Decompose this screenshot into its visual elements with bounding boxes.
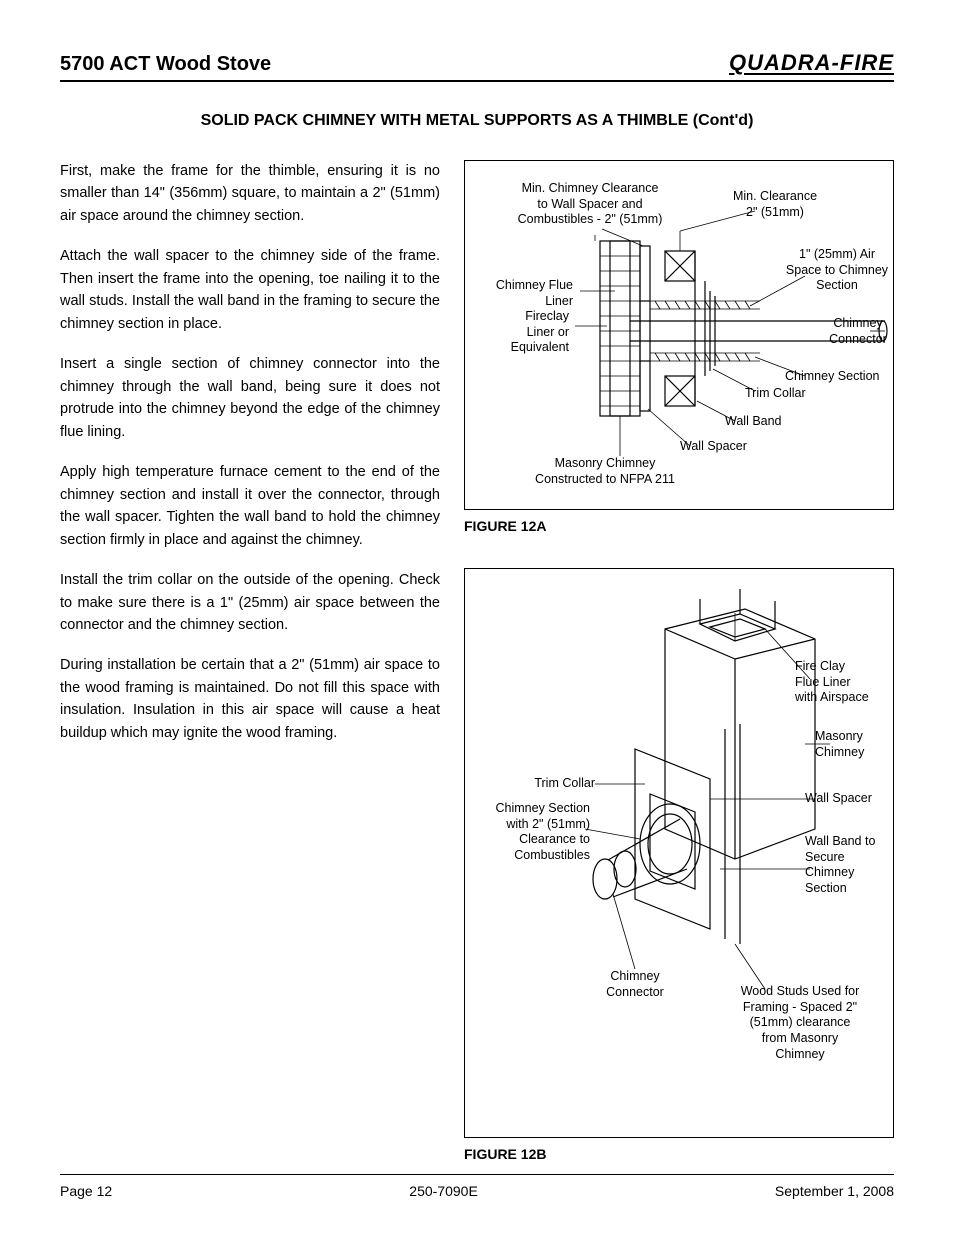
footer: Page 12 250-7090E September 1, 2008 — [60, 1183, 894, 1199]
doc-date: September 1, 2008 — [775, 1183, 894, 1199]
header: 5700 ACT Wood Stove QUADRA-FIRE — [60, 50, 894, 82]
content-columns: First, make the frame for the thimble, e… — [60, 160, 894, 1162]
paragraph: Apply high temperature furnace cement to… — [60, 461, 440, 551]
label: Min. Chimney Clearance to Wall Spacer an… — [500, 181, 680, 228]
label: Chimney Section with 2" (51mm) Clearance… — [475, 801, 590, 864]
footer-rule — [60, 1174, 894, 1175]
label: Min. Clearance 2" (51mm) — [715, 189, 835, 220]
label: 1" (25mm) Air Space to Chimney Section — [777, 247, 897, 294]
figure-12b-caption: FIGURE 12B — [464, 1146, 894, 1162]
label: Trim Collar — [745, 386, 845, 402]
figure-12a-caption: FIGURE 12A — [464, 518, 894, 534]
label: Chimney Section — [785, 369, 905, 385]
label: Chimney Flue Liner — [473, 278, 573, 309]
label: Wall Spacer — [805, 791, 895, 807]
doc-number: 250-7090E — [409, 1183, 478, 1199]
label: Wall Spacer — [680, 439, 780, 455]
label: Chimney Connector — [585, 969, 685, 1000]
section-title: SOLID PACK CHIMNEY WITH METAL SUPPORTS A… — [60, 112, 894, 130]
figures-column: Min. Chimney Clearance to Wall Spacer an… — [464, 160, 894, 1162]
paragraph: First, make the frame for the thimble, e… — [60, 160, 440, 227]
paragraph: During installation be certain that a 2"… — [60, 654, 440, 744]
paragraph: Insert a single section of chimney conne… — [60, 353, 440, 443]
brand-logo: QUADRA-FIRE — [729, 50, 894, 76]
doc-title: 5700 ACT Wood Stove — [60, 53, 271, 76]
label: Chimney Connector — [823, 316, 893, 347]
page-number: Page 12 — [60, 1183, 112, 1199]
label: Wall Band — [725, 414, 825, 430]
label: Masonry Chimney Constructed to NFPA 211 — [510, 456, 700, 487]
label: Wall Band to Secure Chimney Section — [805, 834, 895, 897]
figure-12a: Min. Chimney Clearance to Wall Spacer an… — [464, 160, 894, 510]
label: Fire Clay Flue Liner with Airspace — [795, 659, 895, 706]
paragraph: Attach the wall spacer to the chimney si… — [60, 245, 440, 335]
body-text-column: First, make the frame for the thimble, e… — [60, 160, 440, 1162]
label: Wood Studs Used for Framing - Spaced 2" … — [720, 984, 880, 1062]
paragraph: Install the trim collar on the outside o… — [60, 569, 440, 636]
label: Trim Collar — [505, 776, 595, 792]
figure-12b: Fire Clay Flue Liner with Airspace Mason… — [464, 568, 894, 1138]
label: Masonry Chimney — [815, 729, 895, 760]
label: Fireclay Liner or Equivalent — [479, 309, 569, 356]
